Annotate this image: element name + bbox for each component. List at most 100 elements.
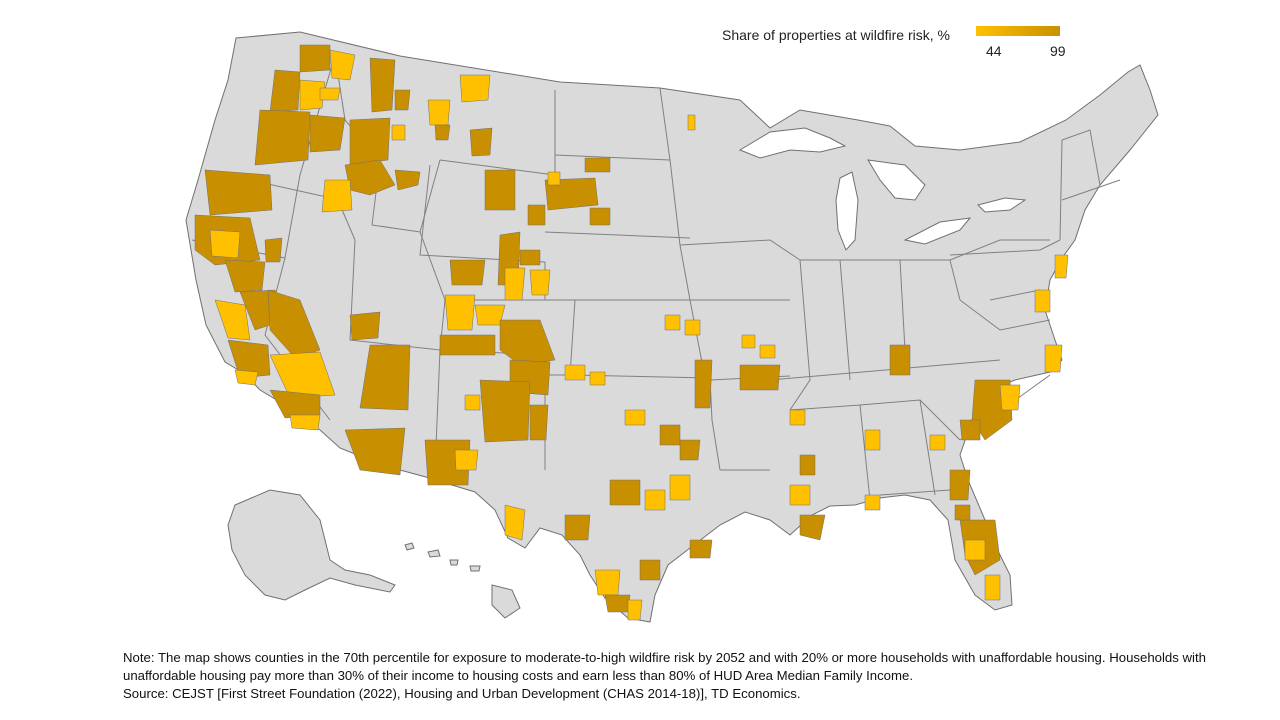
county-region [321,179,353,213]
county-region [299,79,326,111]
county-region [789,484,811,506]
county-region [1054,254,1069,279]
county-region [254,109,311,166]
county-region [739,364,781,391]
county-region [204,169,273,216]
county-region [269,389,321,419]
county-region [627,599,643,621]
county-region [519,249,541,266]
map-note: Note: The map shows counties in the 70th… [123,649,1233,703]
county-region [589,371,606,386]
lake-ontario [977,197,1027,213]
county-region [504,504,526,541]
county-region [479,379,531,443]
county-region [394,89,411,111]
legend: Share of properties at wildfire risk, % … [722,22,1082,62]
county-region [741,334,756,349]
county-region [1034,289,1051,313]
lake-huron [867,159,926,201]
note-text: Note: The map shows counties in the 70th… [123,650,1206,683]
county-region [547,171,561,186]
county-region [609,479,641,506]
county-region [594,569,621,596]
county-region [529,269,551,296]
county-region [289,414,321,431]
county-region [464,394,481,411]
county-region [954,504,971,521]
county-region [589,207,611,226]
source-text: Source: CEJST [First Street Foundation (… [123,686,801,701]
county-region [799,454,816,476]
county-region [789,409,806,426]
county-region [544,177,599,211]
us-wildfire-map [185,31,1159,623]
county-region [344,427,406,476]
county-region [529,404,549,441]
county-region [329,49,356,81]
county-region [964,539,986,561]
legend-title: Share of properties at wildfire risk, % [722,27,950,43]
lake-erie [903,217,972,245]
county-region [299,44,331,73]
county-region [659,424,681,446]
county-region [864,494,881,511]
county-region [484,169,516,211]
county-region [319,87,341,101]
county-region [454,449,479,471]
county-region [391,124,406,141]
county-region [227,339,271,379]
legend-max-label: 99 [1050,43,1066,59]
county-region [984,574,1001,601]
county-region [427,99,451,126]
county-region [759,344,776,359]
county-region [369,57,396,113]
legend-gradient-bar [976,26,1060,36]
county-region [469,127,493,157]
county-region [694,359,713,409]
county-region [234,369,259,386]
county-region [689,539,713,559]
lake-michigan [835,171,859,251]
county-region [1044,344,1063,373]
county-region [679,439,701,461]
county-region [799,514,826,541]
county-region [504,267,526,301]
county-region [639,559,661,581]
county-region [604,594,631,613]
risk-counties [194,44,1069,621]
county-region [264,237,283,263]
county-region [439,334,496,356]
legend-min-label: 44 [986,43,1002,59]
county-region [959,419,981,441]
county-region [349,311,381,341]
county-region [684,319,701,336]
county-region [527,204,546,226]
county-region [584,157,611,173]
hawaii [404,542,521,619]
county-region [269,351,336,399]
county-region [624,409,646,426]
county-region [644,489,666,511]
county-region [449,259,486,286]
county-region [309,114,346,153]
county-region [209,229,241,259]
county-region [444,294,476,331]
county-region [669,474,691,501]
county-region [269,69,301,113]
county-region [434,124,451,141]
county-region [664,314,681,331]
map-svg [185,31,1159,623]
county-region [999,384,1021,411]
county-region [359,344,411,411]
alaska [227,489,396,601]
county-region [459,74,491,103]
county-region [864,429,881,451]
county-region [349,117,391,166]
county-region [224,259,266,293]
county-region [394,169,421,191]
lake-superior [738,127,847,159]
county-region [564,364,586,381]
county-region [214,299,251,341]
county-region [929,434,946,451]
county-region [949,469,971,501]
